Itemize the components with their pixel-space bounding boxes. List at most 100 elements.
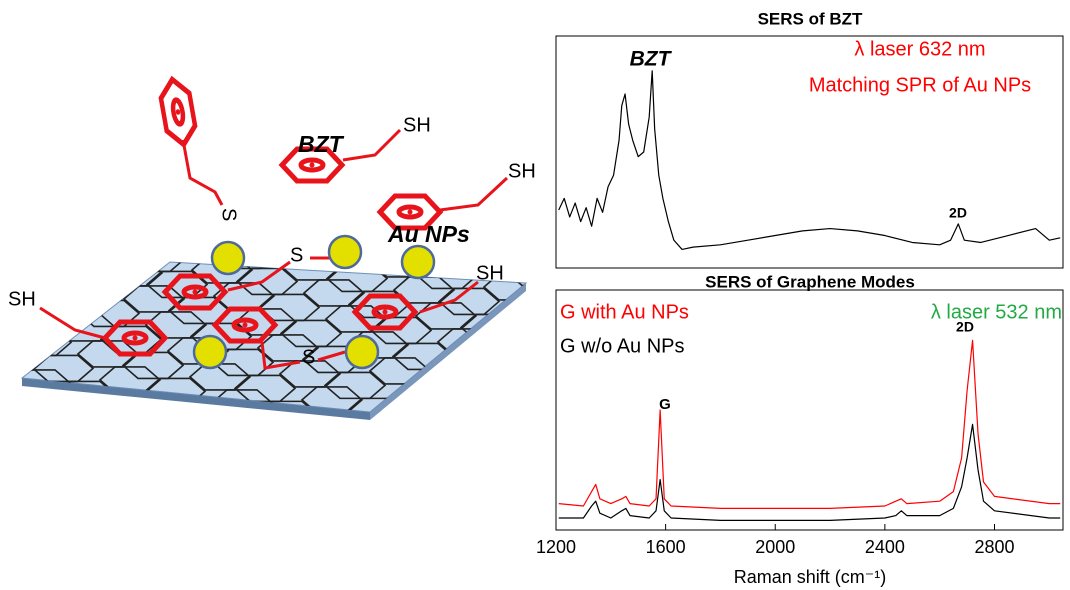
hexagon [238,202,298,228]
x-tick-label: 1600 [646,537,686,557]
hexagon [0,185,6,211]
hexagon [233,482,293,508]
legend-entry: G with Au NPs [560,301,689,323]
annotation: λ laser 632 nm [854,38,985,60]
hexagon [616,430,676,456]
hexagon [76,448,136,474]
hexagon [482,381,542,407]
diagram: BZT SH SH SH SH S S S Au NPs [0,77,833,511]
hexagon [143,485,203,511]
hexagon [595,363,655,389]
hexagon [278,468,338,494]
x-axis-label: Raman shift (cm⁻¹) [734,567,887,587]
hexagon [597,256,657,282]
hexagon [481,447,541,473]
hexagon [301,453,361,479]
hexagon [32,396,92,422]
annotation: G [659,396,671,413]
hexagon [13,223,73,249]
hexagon [508,193,568,219]
hexagon [504,407,564,433]
bond [343,130,400,160]
diagram-label: Au NPs [387,221,470,247]
hexagon [531,179,591,205]
hexagon [256,442,316,468]
hexagon [706,427,766,453]
hexagon [549,418,609,444]
hexagon [548,459,608,485]
hexagon [707,386,767,412]
au-np [194,336,226,368]
hexagon [729,412,789,438]
hexagon [0,292,4,318]
hexagon [369,424,429,450]
x-tick-label: 2800 [974,537,1014,557]
diagram-label: SH [8,288,36,310]
hexagon [306,173,366,199]
hexagon [459,421,519,447]
hexagon [773,464,833,490]
hexagon [57,274,117,300]
au-np [346,336,378,368]
hexagon [574,271,634,297]
hexagon [463,208,523,234]
hexagon [594,404,654,430]
hexagon [188,471,248,497]
hexagon [530,219,590,245]
plot-frame [556,290,1063,530]
hexagon [414,410,474,436]
au-np [329,236,361,268]
hexagon [639,415,699,441]
hexagon [458,462,518,488]
hexagon [527,392,587,418]
hexagon [189,430,249,456]
hexagon [572,378,632,404]
annotation: BZT [630,48,673,71]
hexagon [685,360,745,386]
hexagon [396,170,456,196]
diagram-label: S [290,244,303,266]
hexagon [99,433,159,459]
hexagon [167,404,227,430]
legend-entry: G w/o Au NPs [560,335,685,357]
hexagon [98,474,158,500]
hexagon [460,355,520,381]
hexagon [507,259,567,285]
hexagon [126,179,186,205]
hexagon [368,465,428,491]
hexagon [0,252,5,278]
hexagon [35,249,95,275]
diagram-label: SH [476,262,504,284]
hexagon [571,444,631,470]
hexagon [279,427,339,453]
hexagon [552,245,612,271]
hexagon [661,441,721,467]
hexagon [437,395,497,421]
hexagon [506,300,566,326]
figure: BZT SH SH SH SH S S S Au NPs SERS of BZT… [0,0,1070,590]
annotation: Matching SPR of Au NPs [809,74,1031,96]
x-tick-label: 2400 [865,537,905,557]
hexagon [575,231,635,257]
hexagon [0,237,50,263]
spectrum-line [559,424,1061,520]
hexagon [77,407,137,433]
chart-title: SERS of Graphene Modes [705,272,915,291]
hexagon [436,436,496,462]
hexagon [144,419,204,445]
hexagon [80,234,140,260]
hexagon [346,439,406,465]
annotation: λ laser 532 nm [931,301,1062,323]
x-tick-label: 2000 [755,537,795,557]
hexagon [684,401,744,427]
hexagon [0,318,26,344]
hexagon [593,470,653,496]
annotation: 2D [956,319,974,335]
diagram-label: BZT [298,131,345,157]
plot-frame [556,36,1063,268]
hexagon [0,197,51,223]
hexagon [54,422,114,448]
diagram-label: SH [508,160,536,182]
chart-title: SERS of BZT [758,9,863,28]
diagram-label: SH [403,114,431,136]
